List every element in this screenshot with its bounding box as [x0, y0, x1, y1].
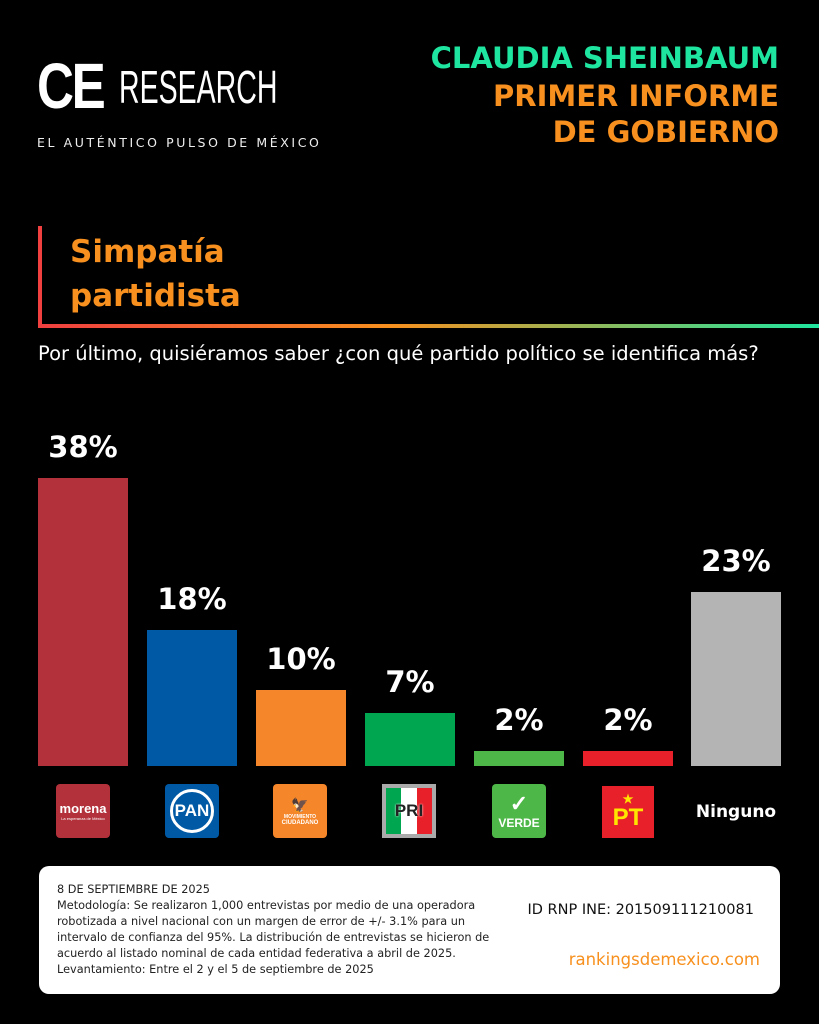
pan-logo-text: PAN [170, 789, 214, 833]
pri-logo: PRI [382, 784, 436, 838]
check-icon: ✓ [509, 791, 529, 816]
data-label-3: 7% [385, 664, 435, 699]
title-line2: partidista [70, 278, 241, 314]
header-line2: PRIMER INFORME [493, 79, 779, 113]
pt-logo-text: PT [612, 804, 644, 831]
survey-date: 8 DE SEPTIEMBRE DE 2025 [57, 883, 210, 896]
methodology-block: 8 DE SEPTIEMBRE DE 2025 Metodología: Se … [57, 882, 497, 978]
pan-logo: PAN [165, 784, 219, 838]
verde-logo: ✓ VERDE [492, 784, 546, 838]
fieldwork-dates: Levantamiento: Entre el 2 y el 5 de sept… [57, 963, 374, 976]
logo-research: RESEARCH [119, 61, 278, 113]
pt-logo: ★ PT [602, 786, 654, 838]
section-title: Simpatía partidista [70, 230, 241, 318]
mc-logo-text: MOVIMIENTO [283, 813, 317, 820]
data-label-2: 10% [266, 642, 336, 677]
data-label-5: 2% [603, 702, 653, 737]
bar-4 [474, 750, 564, 766]
data-label-6: 23% [701, 543, 771, 578]
footer-card: 8 DE SEPTIEMBRE DE 2025 Metodología: Se … [39, 866, 780, 994]
header-subtitle: PRIMER INFORME DE GOBIERNO [493, 78, 779, 150]
bar-2 [256, 690, 346, 766]
ninguno-label: Ninguno [695, 802, 777, 822]
pri-logo-text: PRI [394, 801, 424, 820]
movimiento-ciudadano-logo: 🦅 MOVIMIENTO CIUDADANO [273, 784, 327, 838]
morena-logo: morena La esperanza de México [56, 784, 110, 838]
ce-research-logo: CE RESEARCH [37, 50, 277, 122]
logo-ce: CE [37, 50, 106, 122]
star-icon: ★ [622, 792, 634, 806]
tagline: EL AUTÉNTICO PULSO DE MÉXICO [37, 135, 322, 150]
bar-3 [365, 712, 455, 766]
data-label-1: 18% [157, 581, 227, 616]
methodology-text: Metodología: Se realizaron 1,000 entrevi… [57, 899, 490, 960]
title-line1: Simpatía [70, 234, 225, 270]
question-text: Por último, quisiéramos saber ¿con qué p… [38, 342, 759, 365]
bar-1 [147, 629, 237, 766]
mc-logo-sub: CIUDADANO [281, 819, 319, 826]
rnp-id: ID RNP INE: 201509111210081 [527, 902, 755, 918]
eagle-icon: 🦅 [291, 796, 309, 813]
header-name: CLAUDIA SHEINBAUM [430, 41, 779, 75]
verde-logo-text: VERDE [498, 816, 540, 830]
website-link[interactable]: rankingsdemexico.com [568, 950, 760, 969]
bar-5 [583, 750, 673, 766]
title-bracket-divider [38, 226, 819, 328]
morena-logo-sub: La esperanza de México [61, 816, 105, 821]
bar-6 [691, 591, 781, 766]
data-label-0: 38% [48, 430, 118, 464]
data-label-4: 2% [494, 702, 544, 737]
bar-0 [38, 478, 128, 766]
morena-logo-text: morena [59, 801, 107, 816]
header-line3: DE GOBIERNO [552, 115, 779, 149]
